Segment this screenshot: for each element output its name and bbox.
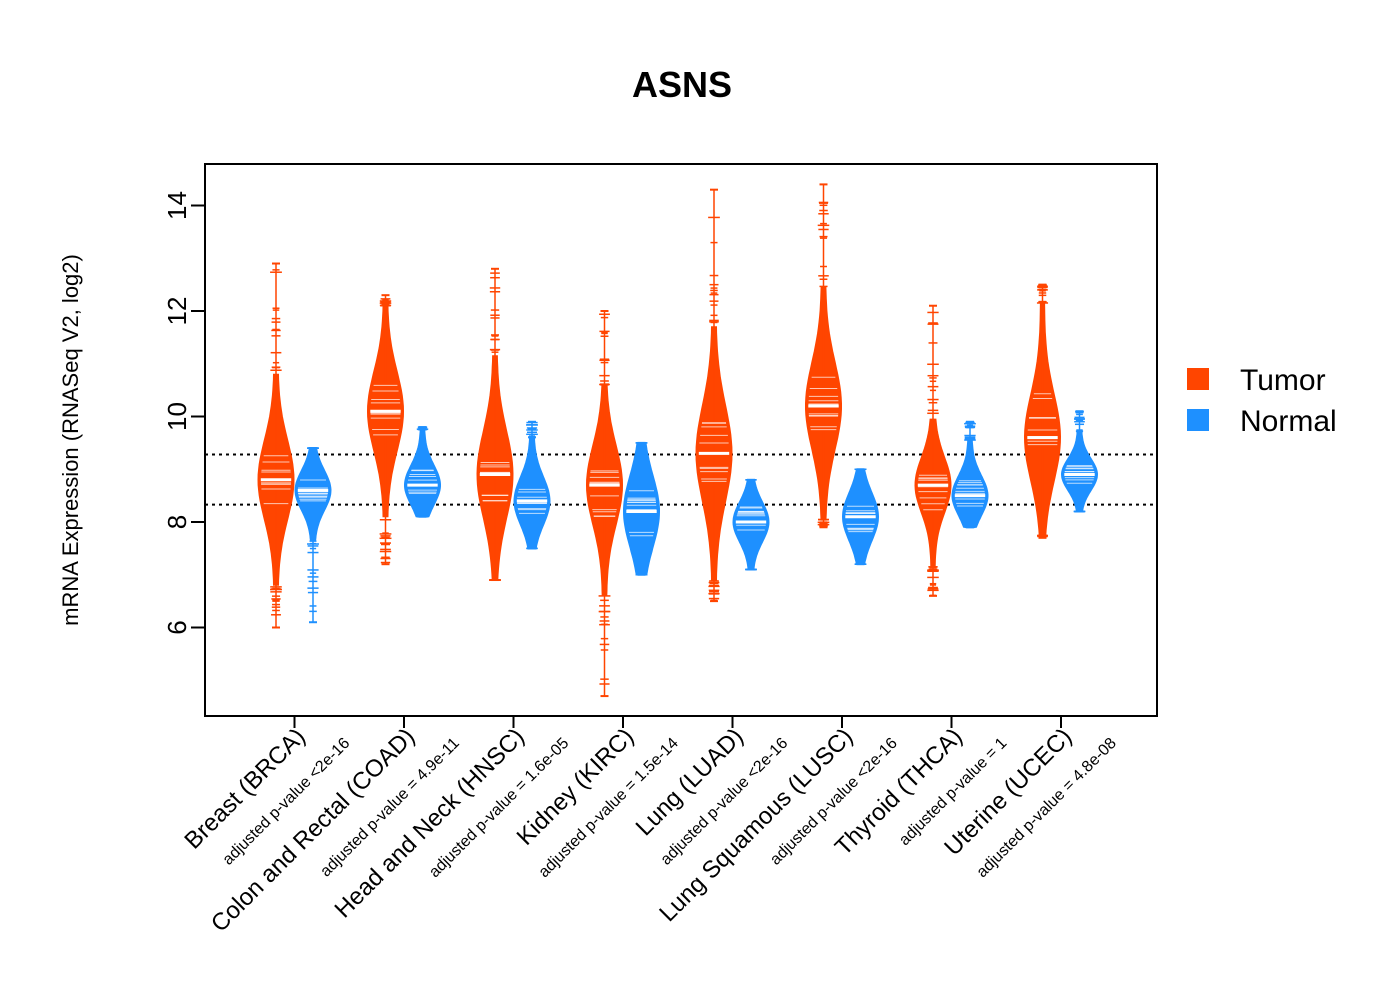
violin-normal-6 [841,468,880,566]
violin-normal-5 [732,478,770,571]
violin-normal-4 [623,441,660,576]
x-category-label: Lung Squamous (LUSC) [654,723,858,927]
y-axis-label: mRNA Expression (RNASeq V2, log2) [58,254,83,626]
chart-title: ASNS [632,64,732,105]
violin-tumor-1 [257,262,295,629]
plot-frame [204,163,1158,717]
x-category-label: Colon and Rectal (COAD) [206,723,420,937]
legend-label-tumor: Tumor [1240,364,1326,397]
y-tick-label: 8 [162,515,192,529]
violin-tumor-3 [476,267,514,582]
y-tick-label: 10 [162,402,192,431]
y-tick-label: 14 [162,191,192,220]
y-tick-label: 6 [162,620,192,634]
violin-tumor-2 [366,294,405,566]
violin-tumor-8 [1023,283,1062,539]
legend-swatch-normal [1187,409,1209,431]
violin-tumor-4 [585,310,624,698]
legend-swatch-tumor [1187,368,1209,390]
violin-tumor-5 [695,188,733,603]
violin-normal-7 [951,420,989,529]
y-tick-label: 12 [162,297,192,326]
violin-normal-2 [404,426,441,518]
violin-tumor-7 [914,304,952,597]
violin-normal-3 [513,420,551,550]
legend: Tumor Normal [1187,364,1337,438]
violin-normal-1 [294,447,332,624]
violin-tumor-6 [805,183,842,529]
legend-label-normal: Normal [1240,405,1337,438]
x-category-label: Head and Neck (HNSC) [330,723,530,923]
violin-normal-8 [1060,410,1099,513]
